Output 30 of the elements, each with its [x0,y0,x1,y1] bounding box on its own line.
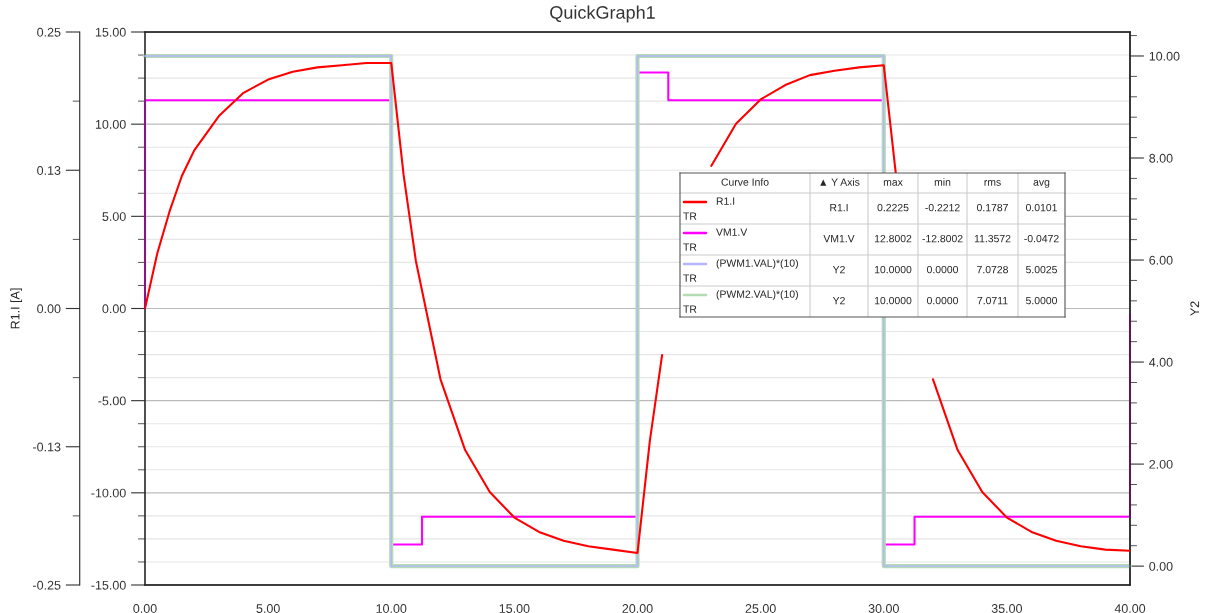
y2-tick-label: 4.00 [1149,357,1173,367]
chart-title: QuickGraph1 [550,5,655,23]
y2-tick-label: 8.00 [1149,153,1173,163]
x-tick-label: 30.00 [868,604,899,613]
y-tick-label: 0.00 [37,304,61,314]
x-tick-label: 5.00 [256,604,280,613]
x-tick-label: 10.00 [376,604,407,613]
x-tick-label: 35.00 [991,604,1023,613]
y-axis-title: R1.I [A] [10,288,22,329]
y3-tick-label: 0.00 [102,304,126,314]
y3-tick-label: -15.00 [91,580,126,590]
x-tick-label: 25.00 [745,604,776,613]
y3-tick-label: 10.00 [95,119,126,129]
y2-tick-label: 0.00 [1149,561,1173,571]
y2-tick-label: 6.00 [1149,255,1173,265]
y2-tick-label: 10.00 [1149,51,1180,61]
y-tick-label: 0.13 [37,166,61,175]
x-tick-label: 15.00 [499,604,530,613]
x-tick-label: 0.00 [133,604,157,613]
y3-tick-label: 15.00 [95,27,126,37]
y-tick-label: -0.13 [33,442,61,452]
y-tick-label: 0.25 [37,27,61,37]
y2-axis-title: Y2 [1190,301,1200,316]
y3-tick-label: 5.00 [102,212,126,221]
y3-tick-label: -10.00 [91,488,126,498]
y-tick-label: -0.25 [33,580,61,590]
y2-tick-label: 2.00 [1149,459,1173,469]
x-tick-label: 40.00 [1114,604,1146,613]
x-tick-label: 20.00 [622,604,653,613]
y3-tick-label: -5.00 [98,396,126,406]
